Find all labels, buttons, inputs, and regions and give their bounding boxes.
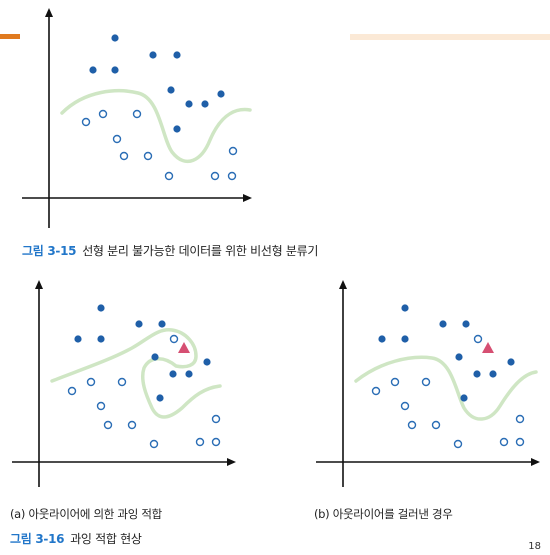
filled-point (173, 51, 181, 59)
open-point (98, 109, 108, 119)
open-point (119, 151, 129, 161)
figure-number: 그림 3-15 (22, 244, 77, 258)
open-point (371, 386, 381, 396)
filled-point (460, 394, 468, 402)
open-point (210, 171, 220, 181)
y-axis-arrow (339, 280, 347, 289)
filled-point (201, 100, 209, 108)
filled-point (185, 100, 193, 108)
filled-point (156, 394, 164, 402)
open-point (499, 437, 509, 447)
filled-point (455, 353, 463, 361)
open-point (149, 439, 159, 449)
filled-point (149, 51, 157, 59)
y-axis-arrow (45, 8, 53, 17)
open-point (473, 334, 483, 344)
filled-point (89, 66, 97, 74)
filled-point (401, 335, 409, 343)
figure-3-16a-label: (a) 아웃라이어에 의한 과잉 적합 (10, 507, 162, 521)
filled-point (74, 335, 82, 343)
open-point (421, 377, 431, 387)
filled-point (185, 370, 193, 378)
decision-boundary (354, 355, 538, 421)
open-point (227, 171, 237, 181)
filled-point (151, 353, 159, 361)
filled-point (97, 335, 105, 343)
filled-point (167, 86, 175, 94)
figure-3-16b-label: (b) 아웃라이어를 걸러낸 경우 (314, 507, 453, 521)
overfit-boundary (50, 328, 222, 419)
filled-point (217, 90, 225, 98)
open-point (195, 437, 205, 447)
x-axis-arrow (531, 458, 540, 466)
open-point (103, 420, 113, 430)
open-point (112, 134, 122, 144)
open-point (86, 377, 96, 387)
open-point (117, 377, 127, 387)
open-point (132, 109, 142, 119)
open-point (164, 171, 174, 181)
figure-3-15-caption: 그림 3-15 선형 분리 불가능한 데이터를 위한 비선형 분류기 (22, 242, 318, 259)
filled-point (111, 34, 119, 42)
open-point (453, 439, 463, 449)
header-accent-bar (0, 34, 20, 39)
x-axis-arrow (243, 194, 252, 202)
open-point (143, 151, 153, 161)
open-point (515, 414, 525, 424)
open-point (228, 146, 238, 156)
data-points (67, 304, 221, 449)
filled-point (158, 320, 166, 328)
figure-3-16-caption: 그림 3-16 과잉 적합 현상 (10, 530, 142, 547)
open-point (515, 437, 525, 447)
open-point (431, 420, 441, 430)
open-point (81, 117, 91, 127)
y-axis-arrow (35, 280, 43, 289)
filled-point (489, 370, 497, 378)
data-points (81, 34, 238, 181)
open-point (169, 334, 179, 344)
open-point (400, 401, 410, 411)
open-point (390, 377, 400, 387)
filled-point (439, 320, 447, 328)
filled-point (462, 320, 470, 328)
caption-text: 과잉 적합 현상 (70, 532, 142, 546)
x-axis-arrow (227, 458, 236, 466)
caption-text: 선형 분리 불가능한 데이터를 위한 비선형 분류기 (82, 244, 319, 258)
filled-point (401, 304, 409, 312)
filled-point (97, 304, 105, 312)
data-points (371, 304, 525, 449)
outlier-triangle (178, 342, 190, 353)
filled-point (135, 320, 143, 328)
open-point (407, 420, 417, 430)
decision-boundary (60, 89, 252, 164)
open-point (67, 386, 77, 396)
filled-point (111, 66, 119, 74)
outlier-triangle (482, 342, 494, 353)
filled-point (203, 358, 211, 366)
open-point (127, 420, 137, 430)
open-point (211, 414, 221, 424)
header-accent-band (350, 34, 550, 40)
filled-point (378, 335, 386, 343)
figure-number: 그림 3-16 (10, 532, 65, 546)
open-point (96, 401, 106, 411)
filled-point (473, 370, 481, 378)
filled-point (169, 370, 177, 378)
page-number: 18 (528, 541, 541, 552)
filled-point (507, 358, 515, 366)
filled-point (173, 125, 181, 133)
open-point (211, 437, 221, 447)
